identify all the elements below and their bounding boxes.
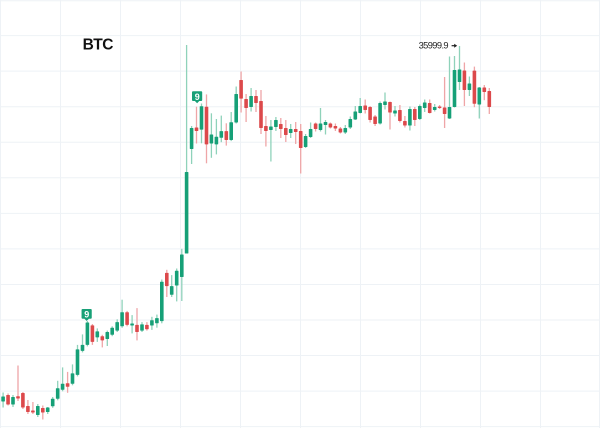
svg-text:BTC: BTC bbox=[83, 37, 114, 54]
svg-text:35999.9: 35999.9 bbox=[419, 41, 449, 51]
svg-text:9: 9 bbox=[84, 310, 89, 320]
svg-text:9: 9 bbox=[195, 92, 200, 102]
